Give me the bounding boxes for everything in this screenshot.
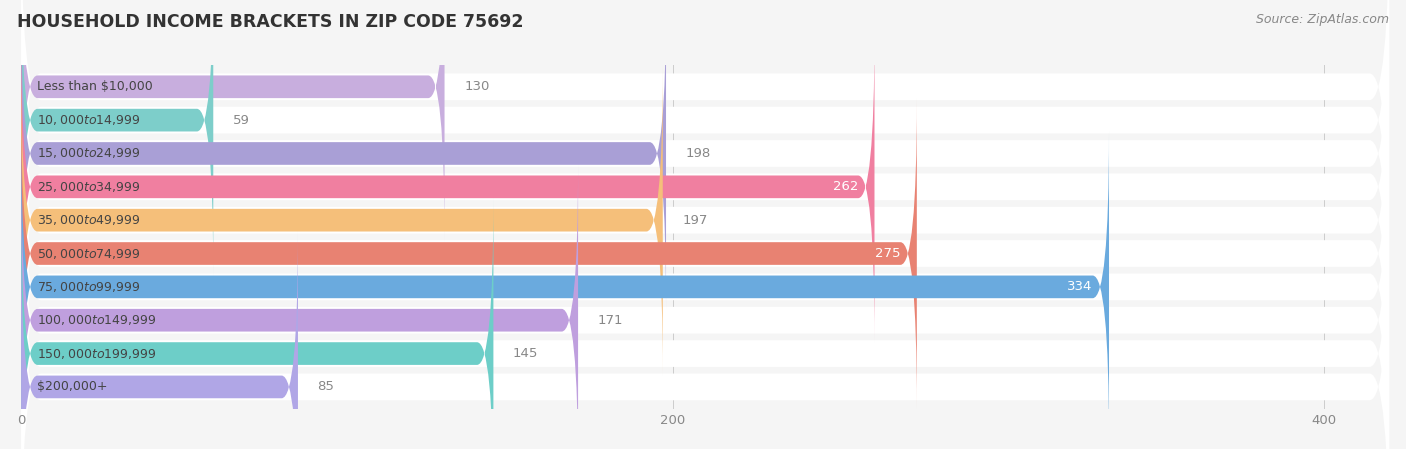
FancyBboxPatch shape <box>21 232 298 449</box>
FancyBboxPatch shape <box>21 98 917 409</box>
Text: $200,000+: $200,000+ <box>38 380 108 393</box>
Text: $25,000 to $34,999: $25,000 to $34,999 <box>38 180 141 194</box>
Text: $75,000 to $99,999: $75,000 to $99,999 <box>38 280 141 294</box>
FancyBboxPatch shape <box>21 0 666 309</box>
Text: 130: 130 <box>464 80 489 93</box>
Text: 197: 197 <box>682 214 707 227</box>
Text: 85: 85 <box>318 380 335 393</box>
FancyBboxPatch shape <box>21 100 1389 449</box>
FancyBboxPatch shape <box>21 165 578 449</box>
Text: 59: 59 <box>233 114 250 127</box>
FancyBboxPatch shape <box>21 198 494 449</box>
Text: 334: 334 <box>1067 280 1092 293</box>
Text: $35,000 to $49,999: $35,000 to $49,999 <box>38 213 141 227</box>
FancyBboxPatch shape <box>21 31 875 342</box>
FancyBboxPatch shape <box>21 200 1389 449</box>
FancyBboxPatch shape <box>21 0 1389 307</box>
FancyBboxPatch shape <box>21 0 1389 374</box>
Text: HOUSEHOLD INCOME BRACKETS IN ZIP CODE 75692: HOUSEHOLD INCOME BRACKETS IN ZIP CODE 75… <box>17 13 523 31</box>
FancyBboxPatch shape <box>21 0 1389 340</box>
Text: 145: 145 <box>513 347 538 360</box>
Text: $10,000 to $14,999: $10,000 to $14,999 <box>38 113 141 127</box>
Text: 198: 198 <box>686 147 711 160</box>
FancyBboxPatch shape <box>21 133 1389 449</box>
Text: Source: ZipAtlas.com: Source: ZipAtlas.com <box>1256 13 1389 26</box>
Text: 171: 171 <box>598 314 623 327</box>
Text: 262: 262 <box>832 180 858 194</box>
FancyBboxPatch shape <box>21 65 662 375</box>
FancyBboxPatch shape <box>21 33 1389 407</box>
Text: $15,000 to $24,999: $15,000 to $24,999 <box>38 146 141 160</box>
FancyBboxPatch shape <box>21 0 1389 273</box>
FancyBboxPatch shape <box>21 0 444 242</box>
Text: Less than $10,000: Less than $10,000 <box>38 80 153 93</box>
Text: $100,000 to $149,999: $100,000 to $149,999 <box>38 313 157 327</box>
FancyBboxPatch shape <box>21 67 1389 440</box>
FancyBboxPatch shape <box>21 0 214 276</box>
Text: $150,000 to $199,999: $150,000 to $199,999 <box>38 347 157 361</box>
Text: $50,000 to $74,999: $50,000 to $74,999 <box>38 247 141 260</box>
Text: 275: 275 <box>875 247 901 260</box>
FancyBboxPatch shape <box>21 132 1109 442</box>
FancyBboxPatch shape <box>21 167 1389 449</box>
